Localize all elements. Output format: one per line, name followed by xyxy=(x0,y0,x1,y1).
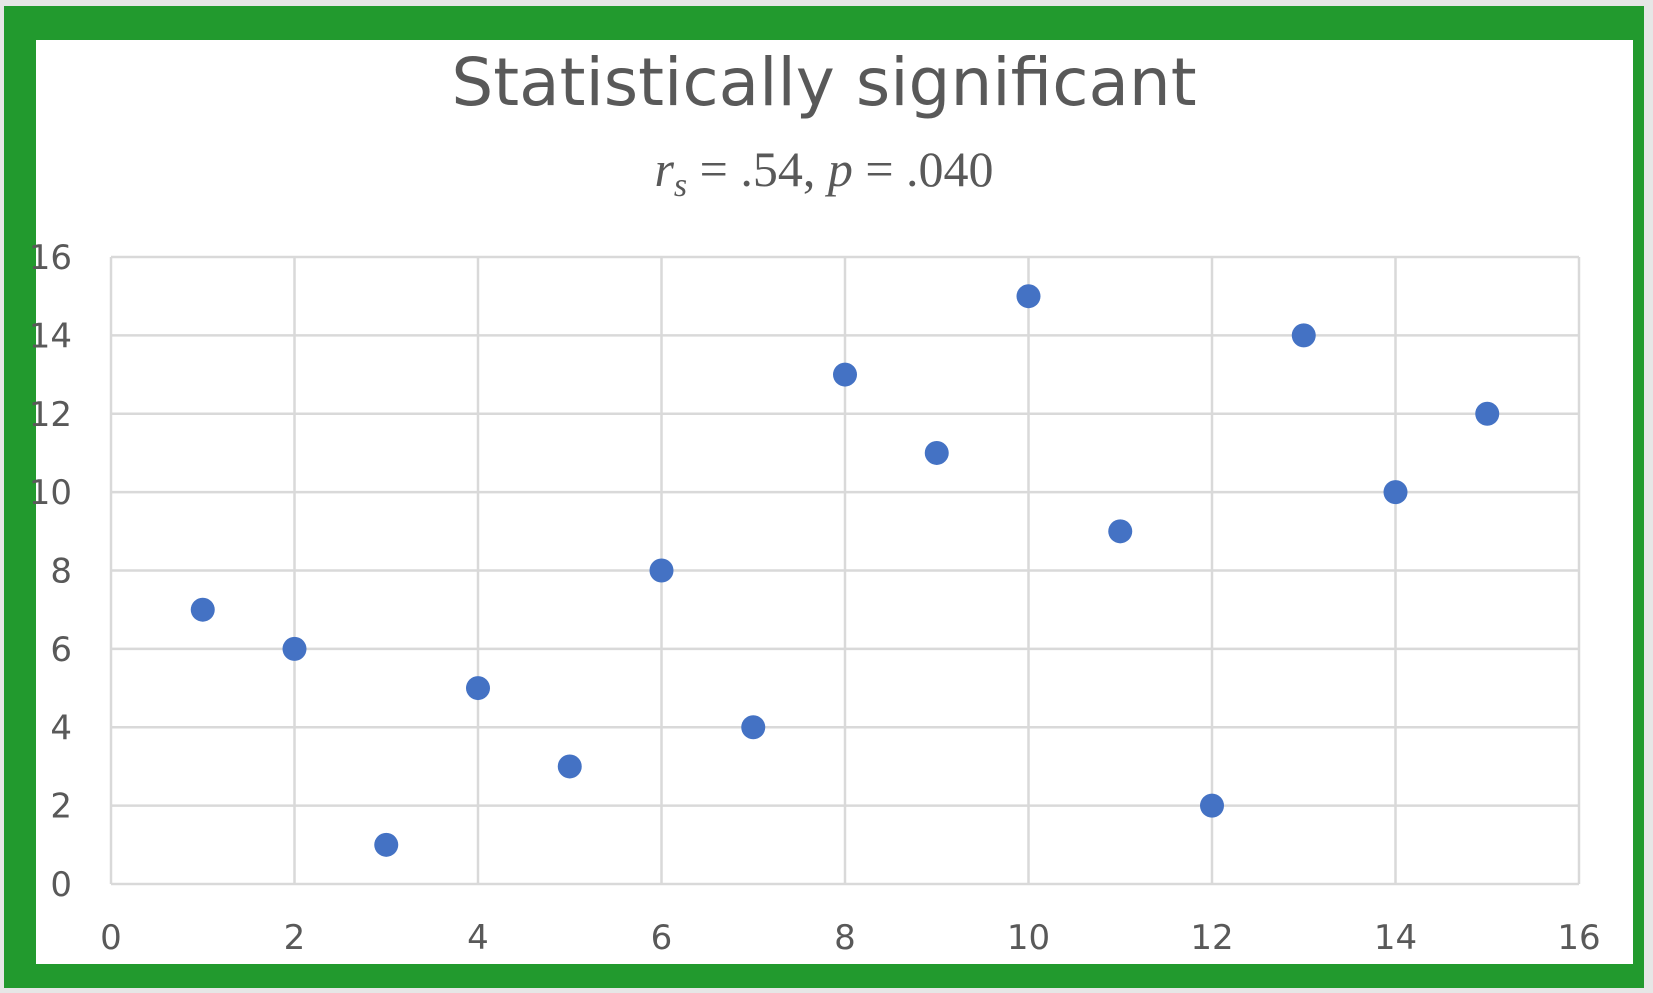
data-point xyxy=(1108,519,1133,544)
x-tick-label: 16 xyxy=(1557,918,1600,958)
data-point xyxy=(1383,480,1408,505)
chart-subtitle: rs = .54, p = .040 xyxy=(0,144,1648,203)
point-layer xyxy=(190,284,1500,857)
data-point xyxy=(1291,323,1316,348)
y-tick-label: 0 xyxy=(50,865,72,905)
axis-layer: 0 2 4 6 8 10 12 14 16 0 2 4 6 8 10 12 14 16 xyxy=(29,238,1601,958)
p-symbol: p xyxy=(827,141,853,197)
y-tick-label: 10 xyxy=(29,473,72,513)
r-value: = .54, xyxy=(687,141,828,197)
p-value: = .040 xyxy=(852,141,994,197)
chart-frame xyxy=(4,6,1644,988)
y-tick-label: 16 xyxy=(29,238,72,278)
y-tick-label: 4 xyxy=(50,708,72,748)
y-tick-label: 8 xyxy=(50,552,72,592)
data-point xyxy=(1200,793,1224,818)
chart-panel xyxy=(36,40,1633,964)
x-tick-label: 12 xyxy=(1190,918,1233,958)
x-tick-label: 2 xyxy=(284,918,306,958)
r-subscript: s xyxy=(673,167,688,204)
r-symbol: r xyxy=(654,141,674,197)
data-point xyxy=(741,715,766,740)
data-point xyxy=(649,558,674,583)
data-point xyxy=(1475,401,1500,426)
data-point xyxy=(466,676,490,701)
data-point xyxy=(190,597,215,622)
x-tick-label: 10 xyxy=(1007,918,1050,958)
chart-title: Statistically significant xyxy=(451,44,1197,121)
y-tick-label: 12 xyxy=(29,395,72,435)
grid-layer xyxy=(109,255,1581,886)
data-point xyxy=(1016,284,1041,309)
x-tick-label: 4 xyxy=(467,918,489,958)
x-tick-label: 14 xyxy=(1374,918,1417,958)
data-point xyxy=(924,440,949,465)
data-point xyxy=(282,636,307,661)
x-tick-label: 0 xyxy=(100,918,122,958)
data-point xyxy=(833,362,857,387)
x-tick-label: 8 xyxy=(834,918,856,958)
data-point xyxy=(557,754,582,779)
x-tick-label: 6 xyxy=(651,918,673,958)
data-point xyxy=(374,832,399,857)
y-tick-label: 6 xyxy=(50,630,72,670)
y-tick-label: 14 xyxy=(29,316,72,356)
y-tick-label: 2 xyxy=(50,787,72,827)
